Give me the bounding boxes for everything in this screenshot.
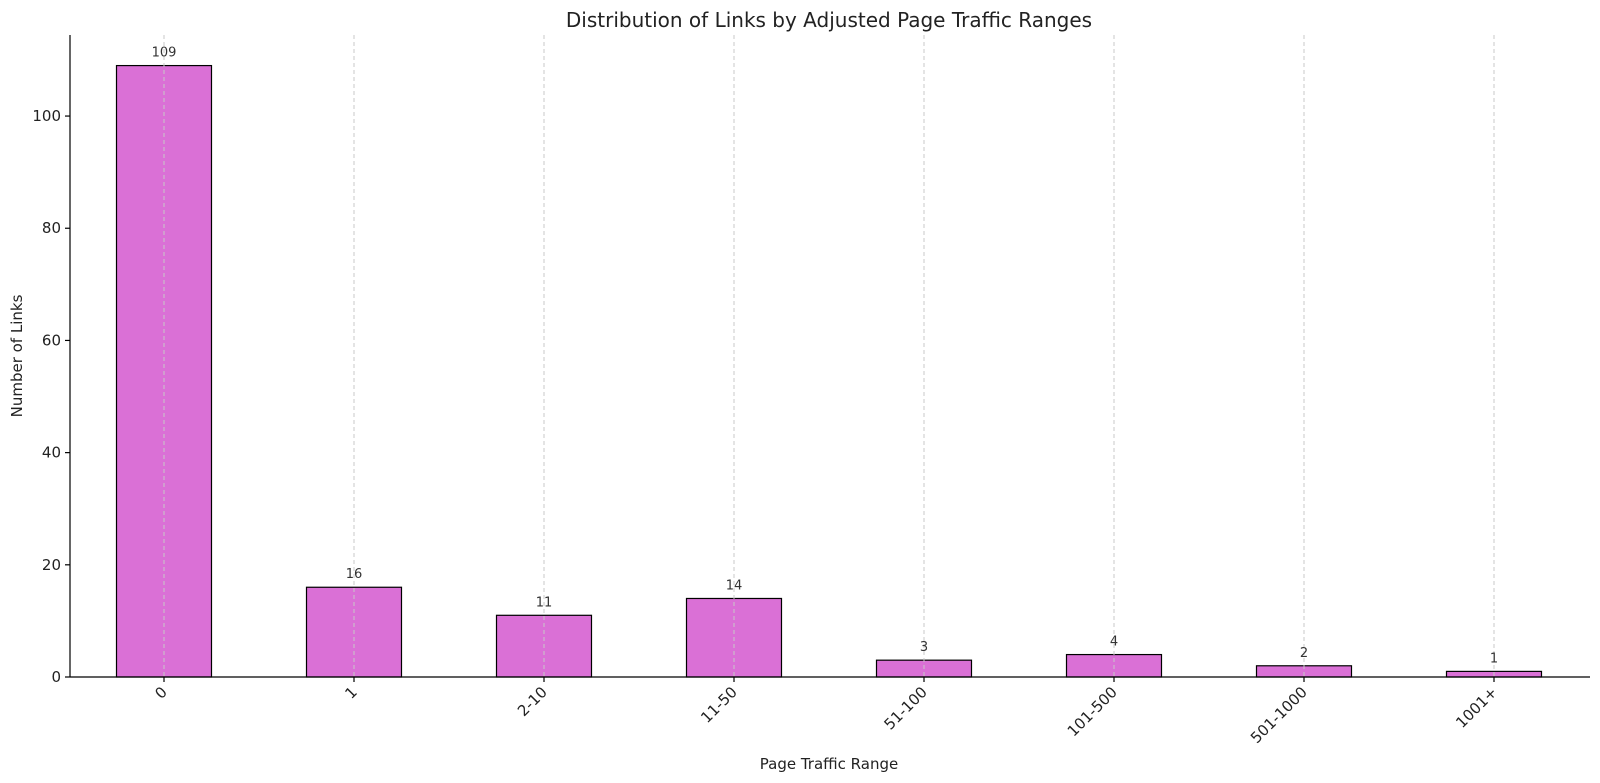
- y-tick-label: 40: [42, 444, 61, 462]
- x-ticks: 0 1 2-10 11-50 51-100 101-500 501-1000 1001+: [151, 677, 1501, 747]
- x-tick-label: 51-100: [881, 683, 931, 733]
- y-tick-label: 60: [42, 331, 61, 349]
- y-ticks: 0 20 40 60 80 100: [32, 107, 70, 686]
- data-label: 16: [346, 567, 363, 582]
- y-tick-label: 20: [42, 556, 61, 574]
- data-label: 11: [536, 595, 553, 610]
- axes: [69, 35, 1590, 678]
- x-tick-label: 2-10: [514, 683, 551, 720]
- x-axis-label: Page Traffic Range: [760, 755, 898, 773]
- y-axis-label: Number of Links: [8, 294, 26, 417]
- y-tick-label: 0: [51, 668, 61, 686]
- data-label: 2: [1300, 646, 1308, 661]
- data-label: 4: [1110, 635, 1118, 650]
- grid: [163, 35, 1495, 677]
- x-tick-label: 1: [341, 683, 360, 702]
- x-tick-label: 501-1000: [1247, 683, 1311, 747]
- data-label: 14: [726, 578, 743, 593]
- data-label: 3: [920, 640, 928, 655]
- x-tick-label: 1001+: [1452, 683, 1501, 732]
- x-tick-label: 11-50: [697, 683, 741, 727]
- x-tick-label: 0: [151, 683, 170, 702]
- data-label: 1: [1490, 651, 1498, 666]
- data-label: 109: [152, 46, 177, 61]
- bars: [115, 64, 1543, 678]
- y-tick-label: 100: [32, 107, 61, 125]
- data-labels: 109 16 11 14 3 4 2 1: [152, 46, 1499, 667]
- chart-title: Distribution of Links by Adjusted Page T…: [566, 8, 1092, 32]
- y-tick-label: 80: [42, 219, 61, 237]
- x-tick-label: 101-500: [1064, 683, 1121, 740]
